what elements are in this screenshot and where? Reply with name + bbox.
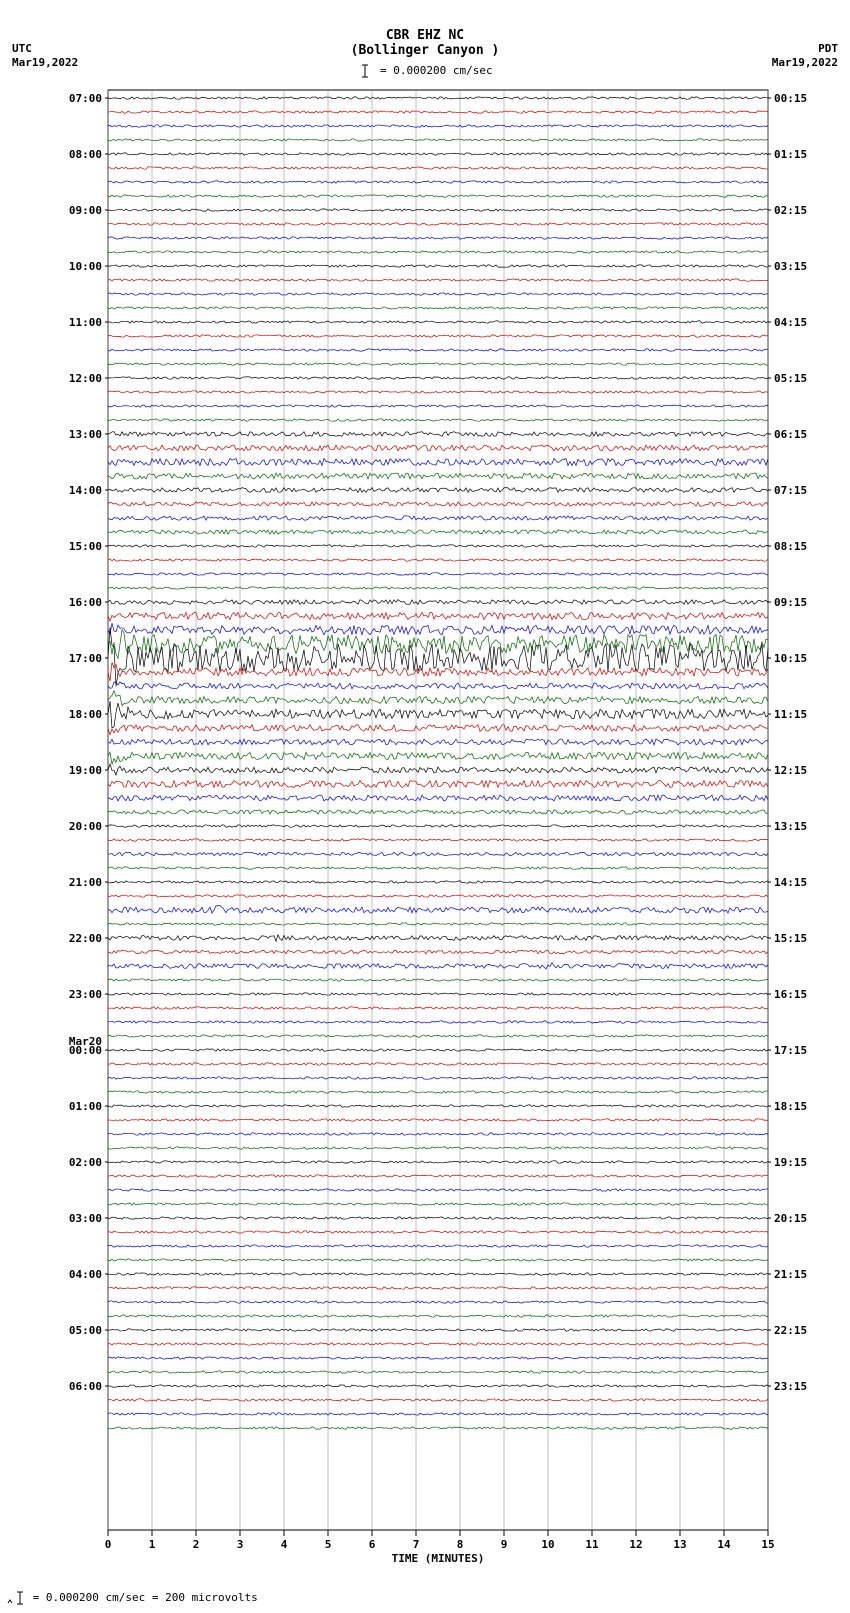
svg-text:23:15: 23:15 [774, 1380, 807, 1393]
svg-text:09:00: 09:00 [69, 204, 102, 217]
svg-text:1: 1 [149, 1538, 156, 1551]
svg-text:15: 15 [761, 1538, 774, 1551]
svg-text:0: 0 [105, 1538, 112, 1551]
svg-text:16:15: 16:15 [774, 988, 807, 1001]
svg-text:01:00: 01:00 [69, 1100, 102, 1113]
station-location: (Bollinger Canyon ) [0, 43, 850, 58]
station-code: CBR EHZ NC [0, 0, 850, 43]
svg-text:22:00: 22:00 [69, 932, 102, 945]
svg-text:17:00: 17:00 [69, 652, 102, 665]
svg-text:14: 14 [717, 1538, 731, 1551]
svg-text:03:15: 03:15 [774, 260, 807, 273]
svg-text:12:15: 12:15 [774, 764, 807, 777]
svg-text:10:00: 10:00 [69, 260, 102, 273]
svg-text:2: 2 [193, 1538, 200, 1551]
svg-text:7: 7 [413, 1538, 420, 1551]
svg-text:06:00: 06:00 [69, 1380, 102, 1393]
svg-text:6: 6 [369, 1538, 376, 1551]
svg-text:5: 5 [325, 1538, 332, 1551]
svg-text:04:15: 04:15 [774, 316, 807, 329]
svg-text:19:15: 19:15 [774, 1156, 807, 1169]
svg-text:20:15: 20:15 [774, 1212, 807, 1225]
svg-text:10:15: 10:15 [774, 652, 807, 665]
svg-text:11: 11 [585, 1538, 599, 1551]
svg-text:04:00: 04:00 [69, 1268, 102, 1281]
svg-text:16:00: 16:00 [69, 596, 102, 609]
svg-text:23:00: 23:00 [69, 988, 102, 1001]
svg-text:18:00: 18:00 [69, 708, 102, 721]
utc-tz-label: UTC [12, 42, 32, 55]
svg-text:15:00: 15:00 [69, 540, 102, 553]
svg-text:TIME (MINUTES): TIME (MINUTES) [392, 1552, 485, 1565]
svg-text:02:15: 02:15 [774, 204, 807, 217]
utc-date: Mar19,2022 [12, 56, 78, 69]
svg-text:06:15: 06:15 [774, 428, 807, 441]
scale-bottom: = 0.000200 cm/sec = 200 microvolts [6, 1591, 258, 1605]
svg-text:18:15: 18:15 [774, 1100, 807, 1113]
scale-top: = 0.000200 cm/sec [0, 64, 850, 78]
seismogram-container: UTC Mar19,2022 PDT Mar19,2022 CBR EHZ NC… [0, 0, 850, 1613]
svg-text:19:00: 19:00 [69, 764, 102, 777]
svg-text:15:15: 15:15 [774, 932, 807, 945]
pdt-tz-label: PDT [818, 42, 838, 55]
svg-text:17:15: 17:15 [774, 1044, 807, 1057]
svg-text:21:15: 21:15 [774, 1268, 807, 1281]
svg-text:9: 9 [501, 1538, 508, 1551]
svg-text:21:00: 21:00 [69, 876, 102, 889]
svg-text:4: 4 [281, 1538, 288, 1551]
svg-text:14:00: 14:00 [69, 484, 102, 497]
svg-text:05:00: 05:00 [69, 1324, 102, 1337]
svg-text:01:15: 01:15 [774, 148, 807, 161]
svg-text:00:15: 00:15 [774, 92, 807, 105]
svg-text:12: 12 [629, 1538, 642, 1551]
svg-text:8: 8 [457, 1538, 464, 1551]
svg-text:09:15: 09:15 [774, 596, 807, 609]
svg-text:07:00: 07:00 [69, 92, 102, 105]
svg-text:13: 13 [673, 1538, 686, 1551]
svg-text:08:15: 08:15 [774, 540, 807, 553]
svg-text:02:00: 02:00 [69, 1156, 102, 1169]
seismogram-svg: 0123456789101112131415TIME (MINUTES)07:0… [58, 86, 848, 1576]
svg-text:20:00: 20:00 [69, 820, 102, 833]
svg-text:11:00: 11:00 [69, 316, 102, 329]
svg-text:00:00: 00:00 [69, 1044, 102, 1057]
svg-text:13:15: 13:15 [774, 820, 807, 833]
svg-text:13:00: 13:00 [69, 428, 102, 441]
svg-text:3: 3 [237, 1538, 244, 1551]
pdt-date: Mar19,2022 [772, 56, 838, 69]
svg-text:22:15: 22:15 [774, 1324, 807, 1337]
svg-text:03:00: 03:00 [69, 1212, 102, 1225]
svg-text:05:15: 05:15 [774, 372, 807, 385]
svg-text:12:00: 12:00 [69, 372, 102, 385]
svg-text:07:15: 07:15 [774, 484, 807, 497]
svg-text:10: 10 [541, 1538, 554, 1551]
svg-text:08:00: 08:00 [69, 148, 102, 161]
svg-text:11:15: 11:15 [774, 708, 807, 721]
plot-area: 0123456789101112131415TIME (MINUTES)07:0… [58, 86, 718, 1526]
svg-text:14:15: 14:15 [774, 876, 807, 889]
